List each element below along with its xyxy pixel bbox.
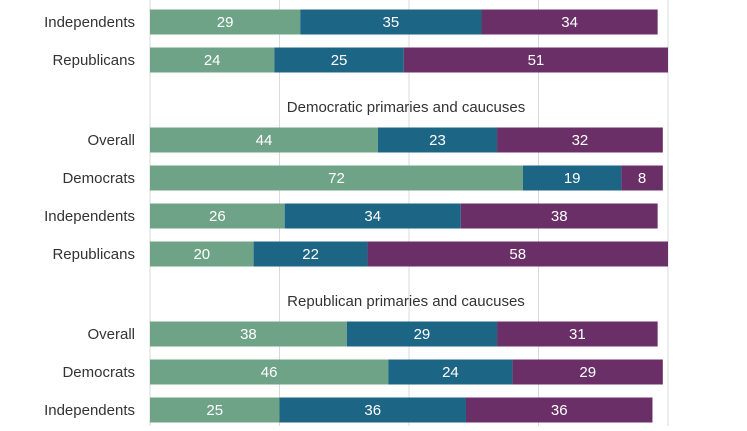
bar-segment-2 bbox=[388, 359, 513, 385]
row-label: Overall bbox=[87, 326, 135, 343]
value-label: 22 bbox=[302, 246, 319, 263]
row-label: Independents bbox=[44, 14, 135, 31]
bar-segment-3 bbox=[497, 127, 663, 153]
bar-row: Republicans 20 22 58 bbox=[52, 241, 668, 267]
row-label: Democrats bbox=[62, 364, 135, 381]
bar-row: Independents 25 36 36 bbox=[44, 397, 653, 423]
value-label: 29 bbox=[414, 326, 431, 343]
bar-segment-2 bbox=[279, 397, 466, 423]
value-label: 36 bbox=[364, 402, 381, 419]
value-label: 44 bbox=[256, 132, 273, 149]
bar-segment-1 bbox=[150, 203, 285, 229]
row-label: Democrats bbox=[62, 170, 135, 187]
bar-segment-1 bbox=[150, 321, 347, 347]
group-title: Democratic primaries and caucuses bbox=[287, 99, 525, 116]
bar-row: Democrats 46 24 29 bbox=[62, 359, 663, 385]
bar-segment-2 bbox=[274, 47, 404, 73]
bar-segment-1 bbox=[150, 397, 280, 423]
value-label: 24 bbox=[204, 52, 221, 69]
value-label: 46 bbox=[261, 364, 278, 381]
value-label: 72 bbox=[328, 170, 345, 187]
value-label: 38 bbox=[551, 208, 568, 225]
bar-row: Republicans 24 25 51 bbox=[52, 47, 668, 73]
value-label: 35 bbox=[383, 14, 400, 31]
bar-segment-3 bbox=[367, 241, 668, 267]
bar-segment-3 bbox=[512, 359, 663, 385]
bar-segment-2 bbox=[377, 127, 498, 153]
value-label: 34 bbox=[561, 14, 578, 31]
row-label: Republicans bbox=[52, 52, 135, 69]
value-label: 29 bbox=[579, 364, 596, 381]
value-label: 51 bbox=[528, 52, 545, 69]
bar-segment-3 bbox=[481, 9, 658, 35]
bar-segment-3 bbox=[621, 165, 663, 191]
row-label: Independents bbox=[44, 402, 135, 419]
value-label: 19 bbox=[564, 170, 581, 187]
row-label: Independents bbox=[44, 208, 135, 225]
bar-segment-1 bbox=[150, 47, 275, 73]
bar-row: Democrats 72 19 8 bbox=[62, 165, 663, 191]
bar-segment-2 bbox=[300, 9, 482, 35]
group-title: Republican primaries and caucuses bbox=[287, 293, 525, 310]
bar-segment-3 bbox=[497, 321, 658, 347]
value-label: 58 bbox=[509, 246, 526, 263]
value-label: 36 bbox=[551, 402, 568, 419]
bar-segment-1 bbox=[150, 165, 523, 191]
bar-row: Independents 26 34 38 bbox=[44, 203, 658, 229]
row-label: Republicans bbox=[52, 246, 135, 263]
value-label: 25 bbox=[206, 402, 223, 419]
bar-row: Overall 44 23 32 bbox=[87, 127, 663, 153]
group-2: Republican primaries and caucuses Overall… bbox=[44, 293, 663, 423]
bar-segment-3 bbox=[460, 203, 658, 229]
value-label: 25 bbox=[331, 52, 348, 69]
bar-segment-2 bbox=[253, 241, 368, 267]
value-label: 34 bbox=[364, 208, 381, 225]
bar-row: Overall 38 29 31 bbox=[87, 321, 658, 347]
group-1: Democratic primaries and caucuses Overall… bbox=[44, 99, 668, 267]
value-label: 23 bbox=[429, 132, 446, 149]
bar-segment-1 bbox=[150, 127, 378, 153]
bar-segment-3 bbox=[403, 47, 668, 73]
value-label: 26 bbox=[209, 208, 226, 225]
bar-segment-1 bbox=[150, 9, 301, 35]
value-label: 32 bbox=[572, 132, 589, 149]
value-label: 38 bbox=[240, 326, 257, 343]
bar-segment-2 bbox=[284, 203, 461, 229]
bar-row: Independents 29 35 34 bbox=[44, 9, 658, 35]
bar-segment-2 bbox=[346, 321, 498, 347]
value-label: 29 bbox=[217, 14, 234, 31]
row-label: Overall bbox=[87, 132, 135, 149]
bar-segment-1 bbox=[150, 359, 389, 385]
bar-segment-1 bbox=[150, 241, 254, 267]
bar-segment-3 bbox=[465, 397, 653, 423]
value-label: 31 bbox=[569, 326, 586, 343]
value-label: 24 bbox=[442, 364, 459, 381]
value-label: 20 bbox=[193, 246, 210, 263]
bar-segment-2 bbox=[522, 165, 622, 191]
value-label: 8 bbox=[638, 170, 646, 187]
group-0: Independents 29 35 34 Republicans 24 25 51 bbox=[44, 9, 668, 73]
